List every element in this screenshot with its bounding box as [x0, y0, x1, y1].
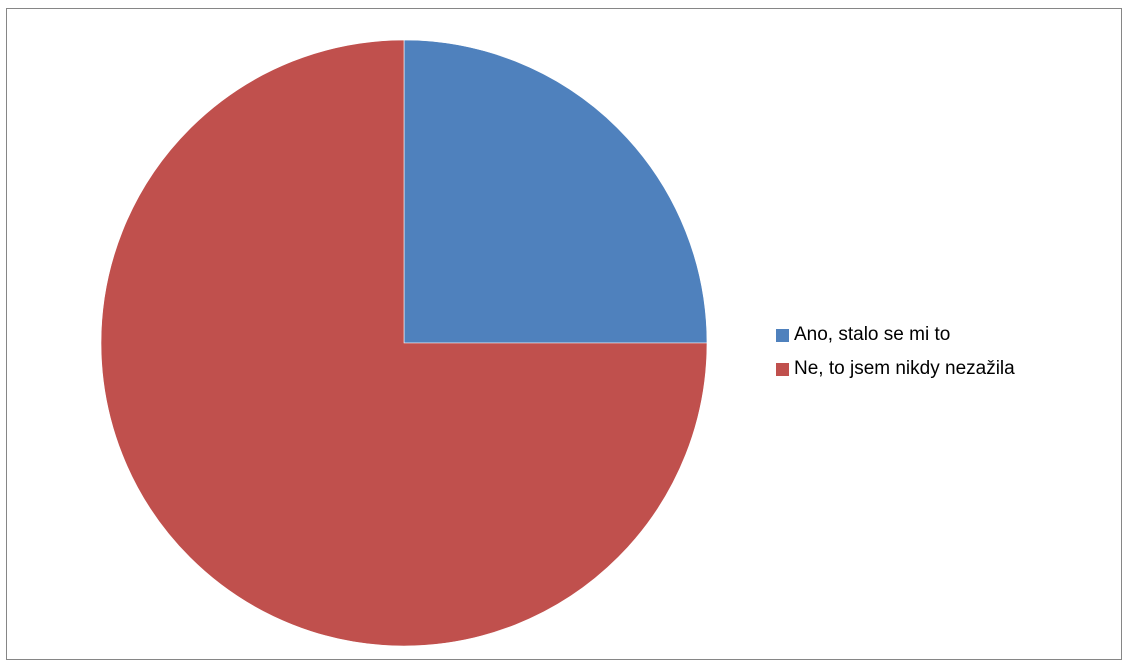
pie-chart [100, 39, 708, 647]
chart-area: Ano, stalo se mi to Ne, to jsem nikdy ne… [6, 8, 1122, 660]
legend-item: Ano, stalo se mi to [776, 318, 1015, 352]
legend-label: Ano, stalo se mi to [794, 324, 951, 345]
legend-swatch [776, 362, 789, 376]
legend: Ano, stalo se mi to Ne, to jsem nikdy ne… [776, 318, 1015, 386]
legend-label: Ne, to jsem nikdy nezažila [794, 358, 1015, 379]
legend-item: Ne, to jsem nikdy nezažila [776, 352, 1015, 386]
legend-swatch [776, 328, 789, 342]
pie-slice-2 [100, 39, 708, 647]
pie-slice-1 [403, 39, 708, 344]
